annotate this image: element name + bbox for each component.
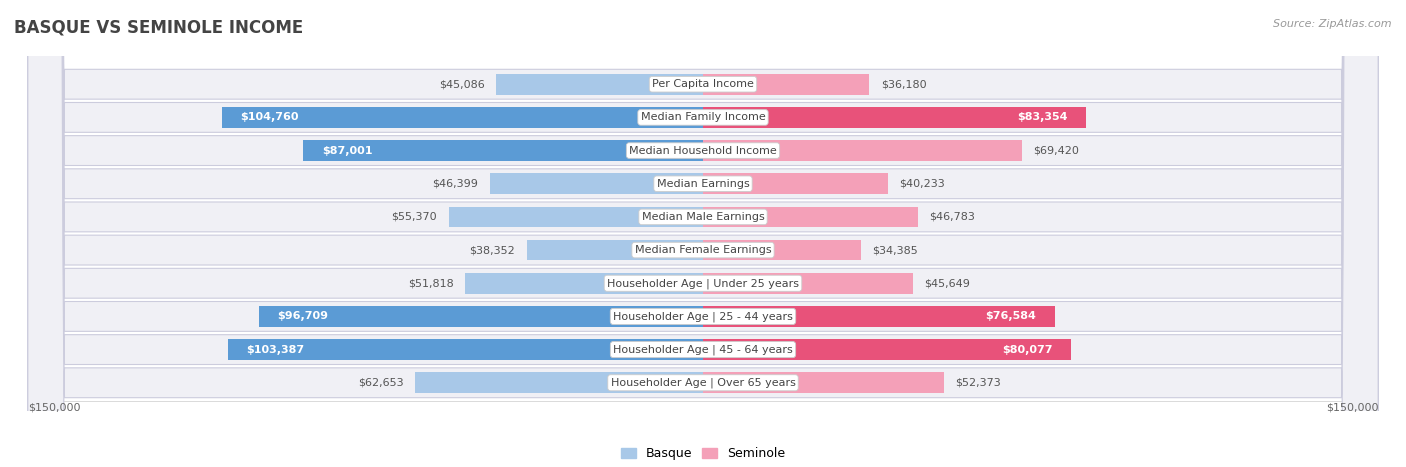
Text: Householder Age | 45 - 64 years: Householder Age | 45 - 64 years [613, 344, 793, 355]
Text: $36,180: $36,180 [880, 79, 927, 89]
Bar [703, 74, 869, 94]
FancyBboxPatch shape [28, 0, 1378, 467]
Bar [527, 240, 703, 261]
Text: Median Female Earnings: Median Female Earnings [634, 245, 772, 255]
Bar [449, 206, 703, 227]
Text: $83,354: $83,354 [1017, 113, 1067, 122]
Text: Median Household Income: Median Household Income [628, 146, 778, 156]
Bar [222, 107, 703, 127]
Bar [304, 140, 703, 161]
Bar [703, 173, 887, 194]
Text: $52,373: $52,373 [955, 378, 1001, 388]
Text: Median Male Earnings: Median Male Earnings [641, 212, 765, 222]
Text: Source: ZipAtlas.com: Source: ZipAtlas.com [1274, 19, 1392, 28]
FancyBboxPatch shape [28, 0, 1378, 467]
Bar [703, 107, 1085, 127]
Text: $104,760: $104,760 [240, 113, 298, 122]
Text: $150,000: $150,000 [28, 403, 80, 413]
Text: $40,233: $40,233 [900, 179, 945, 189]
Text: Median Family Income: Median Family Income [641, 113, 765, 122]
Bar [703, 140, 1022, 161]
Text: $76,584: $76,584 [986, 311, 1036, 321]
Bar [496, 74, 703, 94]
FancyBboxPatch shape [28, 0, 1378, 467]
Text: $103,387: $103,387 [246, 345, 305, 354]
Text: $62,653: $62,653 [359, 378, 404, 388]
Bar [465, 273, 703, 294]
Text: $51,818: $51,818 [408, 278, 454, 288]
FancyBboxPatch shape [28, 0, 1378, 467]
Text: BASQUE VS SEMINOLE INCOME: BASQUE VS SEMINOLE INCOME [14, 19, 304, 37]
Text: Householder Age | 25 - 44 years: Householder Age | 25 - 44 years [613, 311, 793, 322]
Text: $96,709: $96,709 [277, 311, 328, 321]
Text: Per Capita Income: Per Capita Income [652, 79, 754, 89]
Bar [703, 206, 918, 227]
Bar [489, 173, 703, 194]
Text: $38,352: $38,352 [470, 245, 516, 255]
Text: $87,001: $87,001 [322, 146, 373, 156]
Bar [415, 373, 703, 393]
Text: Median Earnings: Median Earnings [657, 179, 749, 189]
Text: $80,077: $80,077 [1002, 345, 1053, 354]
Bar [703, 240, 860, 261]
Text: $150,000: $150,000 [1326, 403, 1378, 413]
Text: $46,399: $46,399 [433, 179, 478, 189]
Bar [703, 306, 1054, 327]
Text: $34,385: $34,385 [872, 245, 918, 255]
FancyBboxPatch shape [28, 0, 1378, 467]
Bar [703, 340, 1071, 360]
FancyBboxPatch shape [28, 0, 1378, 467]
FancyBboxPatch shape [28, 0, 1378, 467]
FancyBboxPatch shape [28, 0, 1378, 467]
Text: $45,649: $45,649 [924, 278, 970, 288]
Text: $69,420: $69,420 [1033, 146, 1080, 156]
FancyBboxPatch shape [28, 0, 1378, 467]
Text: $45,086: $45,086 [439, 79, 485, 89]
FancyBboxPatch shape [28, 0, 1378, 467]
Bar [703, 273, 912, 294]
Bar [703, 373, 943, 393]
Bar [259, 306, 703, 327]
Bar [228, 340, 703, 360]
Text: Householder Age | Under 25 years: Householder Age | Under 25 years [607, 278, 799, 289]
Text: Householder Age | Over 65 years: Householder Age | Over 65 years [610, 377, 796, 388]
Text: $46,783: $46,783 [929, 212, 976, 222]
Text: $55,370: $55,370 [392, 212, 437, 222]
Legend: Basque, Seminole: Basque, Seminole [616, 442, 790, 465]
